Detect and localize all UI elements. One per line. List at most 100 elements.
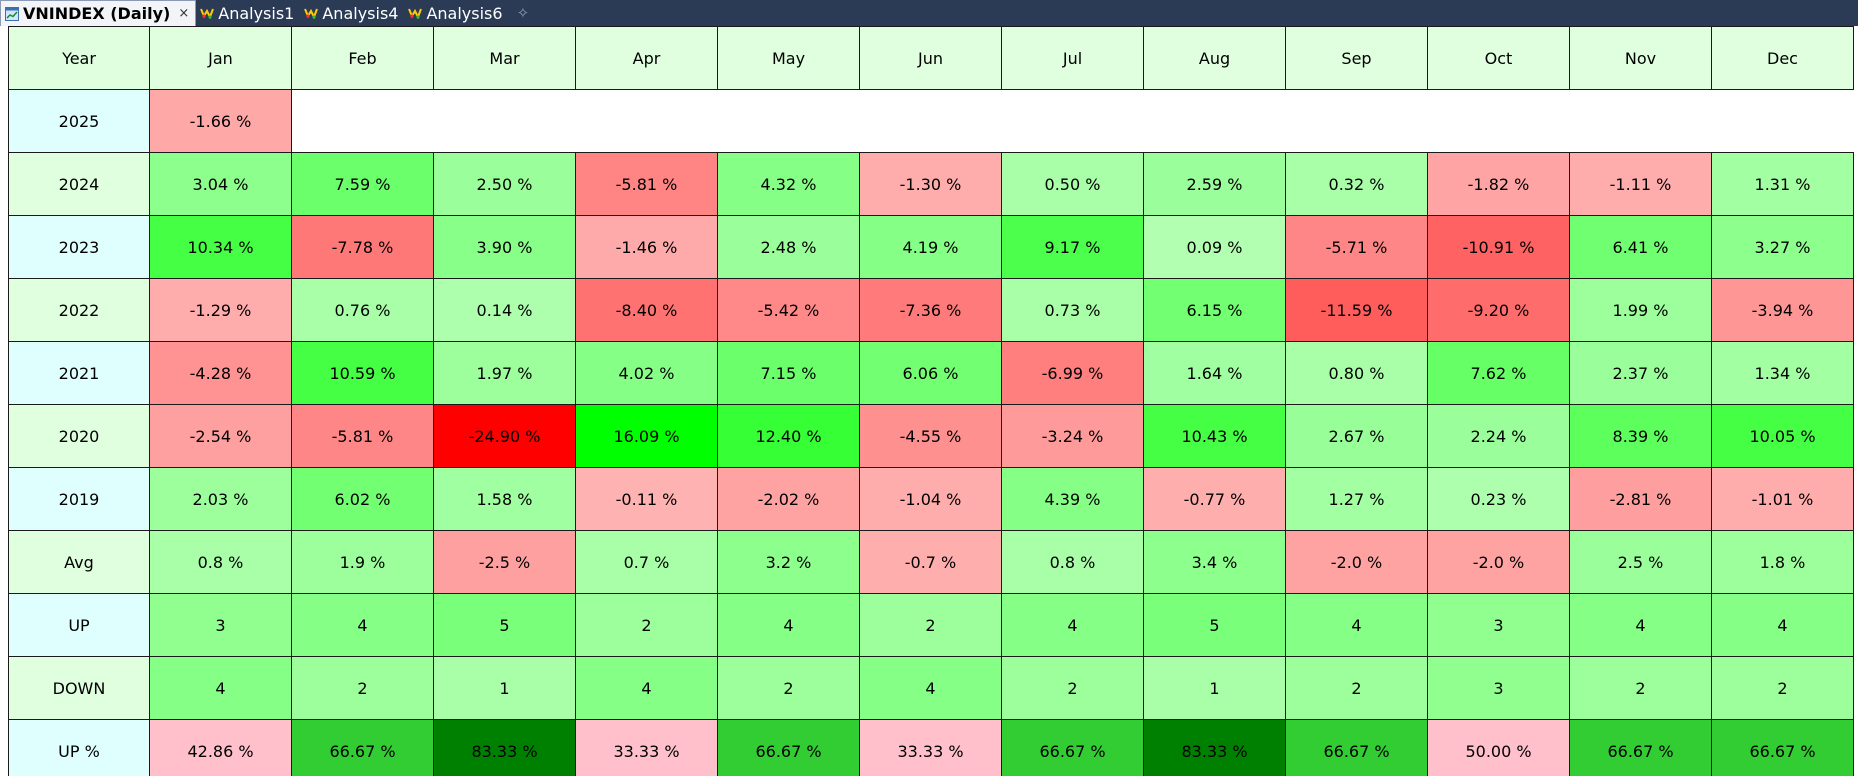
- row-label[interactable]: 2021: [8, 341, 150, 405]
- table-cell[interactable]: -2.54 %: [149, 404, 292, 468]
- table-cell[interactable]: -8.40 %: [575, 278, 718, 342]
- row-label[interactable]: 2023: [8, 215, 150, 279]
- table-cell[interactable]: 10.43 %: [1143, 404, 1286, 468]
- table-cell[interactable]: 83.33 %: [433, 719, 576, 776]
- tab-vnindex-daily[interactable]: VNINDEX (Daily) ×: [0, 0, 197, 26]
- table-cell[interactable]: 5: [433, 593, 576, 657]
- table-cell[interactable]: 6.02 %: [291, 467, 434, 531]
- table-cell[interactable]: 1.64 %: [1143, 341, 1286, 405]
- table-cell[interactable]: -2.02 %: [717, 467, 860, 531]
- table-cell[interactable]: -11.59 %: [1285, 278, 1428, 342]
- table-cell[interactable]: 66.67 %: [1001, 719, 1144, 776]
- table-cell[interactable]: 2.48 %: [717, 215, 860, 279]
- tab-analysis6[interactable]: Analysis6: [404, 0, 508, 26]
- table-cell[interactable]: 4: [1569, 593, 1712, 657]
- column-header-oct[interactable]: Oct: [1427, 26, 1570, 90]
- table-cell[interactable]: 1.8 %: [1711, 530, 1854, 594]
- table-cell[interactable]: 7.59 %: [291, 152, 434, 216]
- table-cell[interactable]: 0.14 %: [433, 278, 576, 342]
- table-cell[interactable]: 4: [1711, 593, 1854, 657]
- table-cell[interactable]: 2: [575, 593, 718, 657]
- table-cell[interactable]: 2: [717, 656, 860, 720]
- table-cell[interactable]: -4.55 %: [859, 404, 1002, 468]
- table-cell[interactable]: 2.67 %: [1285, 404, 1428, 468]
- table-cell[interactable]: 9.17 %: [1001, 215, 1144, 279]
- table-cell[interactable]: 3: [1427, 593, 1570, 657]
- table-cell[interactable]: -2.81 %: [1569, 467, 1712, 531]
- table-cell[interactable]: 6.06 %: [859, 341, 1002, 405]
- row-label[interactable]: 2024: [8, 152, 150, 216]
- row-label[interactable]: 2019: [8, 467, 150, 531]
- table-cell[interactable]: -5.81 %: [291, 404, 434, 468]
- table-cell[interactable]: -1.66 %: [149, 89, 292, 153]
- table-cell[interactable]: 10.34 %: [149, 215, 292, 279]
- table-cell[interactable]: -1.04 %: [859, 467, 1002, 531]
- table-cell[interactable]: -3.94 %: [1711, 278, 1854, 342]
- table-cell[interactable]: 66.67 %: [717, 719, 860, 776]
- table-cell[interactable]: -1.01 %: [1711, 467, 1854, 531]
- column-header-mar[interactable]: Mar: [433, 26, 576, 90]
- table-cell[interactable]: 1.97 %: [433, 341, 576, 405]
- table-cell[interactable]: 66.67 %: [1711, 719, 1854, 776]
- table-cell[interactable]: -3.24 %: [1001, 404, 1144, 468]
- table-cell[interactable]: 1.9 %: [291, 530, 434, 594]
- column-header-jan[interactable]: Jan: [149, 26, 292, 90]
- add-tab-icon[interactable]: ✧: [516, 4, 530, 22]
- table-cell[interactable]: -10.91 %: [1427, 215, 1570, 279]
- table-cell[interactable]: 7.15 %: [717, 341, 860, 405]
- table-cell[interactable]: 6.15 %: [1143, 278, 1286, 342]
- table-cell[interactable]: -5.42 %: [717, 278, 860, 342]
- table-cell[interactable]: 0.8 %: [149, 530, 292, 594]
- table-cell[interactable]: 1.27 %: [1285, 467, 1428, 531]
- row-label[interactable]: 2025: [8, 89, 150, 153]
- table-cell[interactable]: 1.34 %: [1711, 341, 1854, 405]
- column-header-jul[interactable]: Jul: [1001, 26, 1144, 90]
- column-header-apr[interactable]: Apr: [575, 26, 718, 90]
- table-cell[interactable]: 1.58 %: [433, 467, 576, 531]
- row-label[interactable]: UP %: [8, 719, 150, 776]
- table-cell[interactable]: 10.59 %: [291, 341, 434, 405]
- table-cell[interactable]: 4: [291, 593, 434, 657]
- table-cell[interactable]: 0.8 %: [1001, 530, 1144, 594]
- table-cell[interactable]: -24.90 %: [433, 404, 576, 468]
- table-cell[interactable]: -1.30 %: [859, 152, 1002, 216]
- row-label[interactable]: 2022: [8, 278, 150, 342]
- table-cell[interactable]: 2.03 %: [149, 467, 292, 531]
- table-cell[interactable]: 50.00 %: [1427, 719, 1570, 776]
- table-cell[interactable]: -0.77 %: [1143, 467, 1286, 531]
- table-cell[interactable]: 3: [1427, 656, 1570, 720]
- table-cell[interactable]: 3.4 %: [1143, 530, 1286, 594]
- table-cell[interactable]: 4: [859, 656, 1002, 720]
- table-cell[interactable]: 0.32 %: [1285, 152, 1428, 216]
- table-cell[interactable]: 4.39 %: [1001, 467, 1144, 531]
- table-cell[interactable]: -1.29 %: [149, 278, 292, 342]
- table-cell[interactable]: -0.7 %: [859, 530, 1002, 594]
- table-cell[interactable]: 2: [1569, 656, 1712, 720]
- table-cell[interactable]: 10.05 %: [1711, 404, 1854, 468]
- table-cell[interactable]: 1: [433, 656, 576, 720]
- column-header-feb[interactable]: Feb: [291, 26, 434, 90]
- tab-analysis4[interactable]: Analysis4: [300, 0, 404, 26]
- table-cell[interactable]: 4: [1001, 593, 1144, 657]
- table-cell[interactable]: 1.99 %: [1569, 278, 1712, 342]
- column-header-dec[interactable]: Dec: [1711, 26, 1854, 90]
- column-header-nov[interactable]: Nov: [1569, 26, 1712, 90]
- table-cell[interactable]: -7.78 %: [291, 215, 434, 279]
- table-cell[interactable]: -9.20 %: [1427, 278, 1570, 342]
- table-cell[interactable]: 0.09 %: [1143, 215, 1286, 279]
- table-cell[interactable]: 16.09 %: [575, 404, 718, 468]
- table-cell[interactable]: -5.81 %: [575, 152, 718, 216]
- table-cell[interactable]: 33.33 %: [575, 719, 718, 776]
- table-cell[interactable]: 3.90 %: [433, 215, 576, 279]
- table-cell[interactable]: 0.23 %: [1427, 467, 1570, 531]
- table-cell[interactable]: 4: [575, 656, 718, 720]
- table-cell[interactable]: 66.67 %: [1569, 719, 1712, 776]
- table-cell[interactable]: 7.62 %: [1427, 341, 1570, 405]
- table-cell[interactable]: 66.67 %: [1285, 719, 1428, 776]
- table-cell[interactable]: -2.5 %: [433, 530, 576, 594]
- row-label[interactable]: 2020: [8, 404, 150, 468]
- table-cell[interactable]: -1.82 %: [1427, 152, 1570, 216]
- table-cell[interactable]: 0.73 %: [1001, 278, 1144, 342]
- table-cell[interactable]: 4: [149, 656, 292, 720]
- table-cell[interactable]: -4.28 %: [149, 341, 292, 405]
